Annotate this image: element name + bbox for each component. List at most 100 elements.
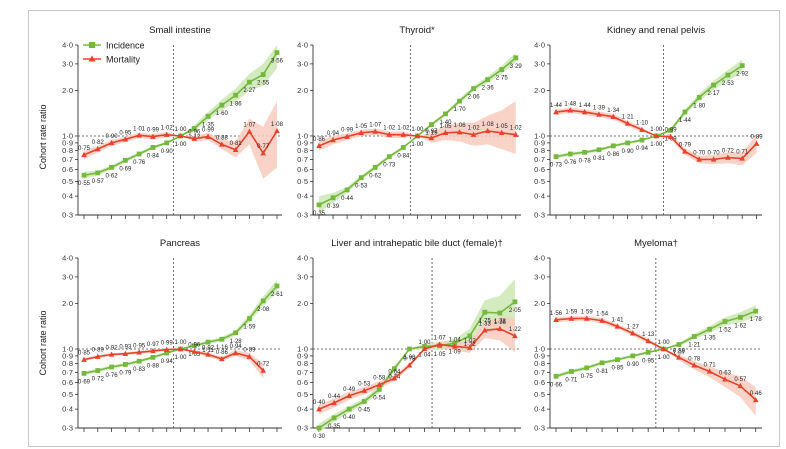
mortality-data-label: 0·99: [202, 128, 215, 134]
mortality-data-label: 0·94: [327, 131, 340, 137]
y-tick-label: 3·0: [62, 272, 73, 281]
incidence-confidence-band: [84, 280, 277, 376]
incidence-point: [553, 373, 559, 379]
figure-frame: [28, 10, 780, 447]
incidence-point: [443, 111, 448, 117]
mortality-data-label: 0·95: [119, 130, 132, 136]
mortality-data-label: 1·22: [509, 327, 522, 333]
y-tick-label: 0·6: [62, 165, 73, 174]
mortality-data-label: 1·10: [636, 121, 649, 127]
mortality-point: [108, 139, 115, 146]
incidence-data-label: 1·11: [202, 348, 214, 354]
incidence-data-label: 1·21: [688, 342, 701, 348]
y-tick-label: 1·0: [62, 132, 73, 141]
incidence-data-label: 1·16: [216, 345, 229, 351]
incidence-data-label: 0·79: [119, 370, 132, 376]
incidence-point: [122, 157, 128, 163]
incidence-point: [109, 164, 114, 170]
mortality-point: [344, 133, 350, 139]
mortality-data-label: 0·89: [92, 348, 105, 354]
incidence-point: [391, 366, 397, 372]
incidence-point: [109, 364, 114, 370]
panel-title: Myeloma†: [634, 238, 678, 249]
incidence-point: [136, 151, 142, 157]
incidence-point: [219, 102, 225, 108]
mortality-data-label: 0·92: [106, 345, 119, 351]
legend-mortality-label: Mortality: [106, 55, 141, 65]
mortality-point: [150, 347, 156, 354]
incidence-data-label: 1·09: [449, 349, 462, 355]
mortality-data-label: 0·71: [736, 149, 749, 155]
incidence-point: [630, 353, 636, 359]
incidence-point: [691, 334, 697, 339]
incidence-point: [219, 336, 225, 342]
y-tick-label: 1·0: [297, 345, 308, 354]
panel-title: Pancreas: [160, 238, 200, 249]
mortality-point: [512, 332, 518, 339]
incidence-line: [83, 52, 278, 176]
incidence-point: [497, 310, 503, 316]
y-tick-label: 0·7: [534, 368, 545, 377]
mortality-data-label: 1·00: [174, 340, 187, 346]
mortality-point: [645, 337, 651, 344]
incidence-point: [260, 72, 266, 77]
mortality-data-label: 0·99: [161, 341, 174, 347]
incidence-point: [358, 175, 364, 181]
incidence-data-label: 0·85: [611, 366, 624, 372]
incidence-data-label: 1·52: [719, 328, 732, 334]
mortality-point: [596, 111, 602, 117]
incidence-point: [610, 143, 616, 149]
incidence-data-label: 0·30: [313, 434, 326, 440]
mortality-data-label: 0·70: [708, 150, 721, 156]
mortality-data-label: 1·27: [627, 324, 640, 330]
mortality-data-label: 1·01: [133, 126, 146, 132]
incidence-point: [274, 283, 280, 289]
mortality-data-label: 1·36: [494, 320, 507, 326]
mortality-data-label: 1·44: [579, 103, 592, 109]
panel-5: Liver and intrahepatic bile duct (female…: [297, 238, 521, 440]
y-tick-label: 0·8: [62, 146, 73, 155]
incidence-point: [471, 86, 476, 91]
incidence-line: [555, 310, 756, 378]
incidence-data-label: 0·76: [106, 373, 119, 379]
mortality-point: [691, 362, 698, 368]
panels: Small intestine4·03·02·01·00·90·80·70·60…: [62, 25, 763, 440]
incidence-point: [739, 63, 745, 69]
incidence-point: [344, 187, 350, 193]
incidence-point: [753, 308, 759, 314]
incidence-point: [645, 349, 651, 355]
incidence-data-label: 0·90: [161, 149, 174, 155]
panel-3: Kidney and renal pelvis4·03·02·01·00·90·…: [534, 25, 763, 220]
panel-title: Kidney and renal pelvis: [607, 25, 705, 36]
mortality-confidence-band: [556, 107, 757, 166]
incidence-point: [553, 154, 559, 160]
mortality-point: [553, 316, 559, 322]
mortality-data-label: 0·88: [673, 348, 686, 354]
mortality-point: [456, 129, 463, 135]
y-tick-label: 0·9: [62, 138, 73, 147]
incidence-point: [81, 172, 87, 178]
y-tick-label: 0·8: [534, 146, 545, 155]
incidence-data-label: 3·56: [271, 59, 284, 65]
incidence-point: [316, 425, 322, 431]
incidence-point: [122, 362, 128, 367]
mortality-data-label: 0·78: [688, 356, 701, 362]
mortality-data-label: 1·08: [271, 122, 284, 128]
mortality-line: [318, 327, 516, 410]
incidence-point: [372, 164, 378, 170]
mortality-data-label: 0·97: [147, 342, 160, 348]
incidence-point: [274, 50, 280, 56]
y-tick-label: 0·7: [297, 155, 308, 164]
incidence-point: [164, 140, 170, 146]
incidence-data-label: 2·08: [257, 307, 270, 313]
y-tick-label: 0·9: [62, 351, 73, 360]
mortality-data-label: 0·79: [679, 142, 692, 148]
incidence-data-label: 2·53: [722, 81, 735, 87]
mortality-data-label: 0·96: [188, 130, 201, 136]
incidence-data-label: 1·00: [650, 142, 663, 148]
incidence-data-label: 0·73: [550, 163, 563, 169]
incidence-point: [400, 145, 406, 150]
mortality-data-label: 1·06: [454, 123, 467, 129]
mortality-point: [316, 406, 322, 412]
